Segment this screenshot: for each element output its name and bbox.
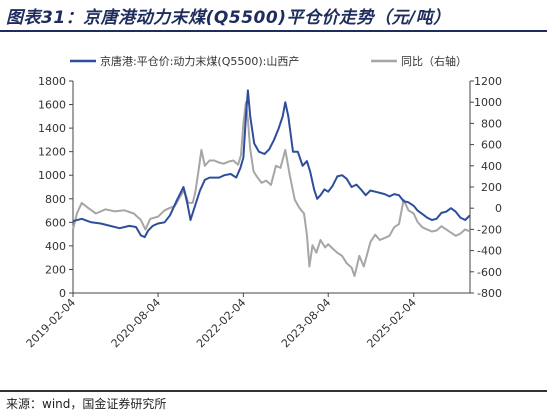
chart-legend: 京唐港:平仓价:动力末煤(Q5500):山西产 同比（右轴）: [70, 54, 467, 68]
x-tick-label: 2020-08-04: [109, 296, 163, 350]
price-series-line: [72, 89, 471, 239]
title-rule: [0, 30, 547, 32]
right-tick-label: 0: [495, 202, 502, 215]
right-tick-label: -800: [477, 287, 502, 300]
right-tick-label: 400: [481, 160, 502, 173]
right-tick-label: 200: [481, 181, 502, 194]
right-tick-label: -400: [477, 245, 502, 258]
left-tick-label: 1000: [38, 169, 66, 182]
left-tick-label: 800: [45, 193, 66, 206]
left-tick-label: 1800: [38, 75, 66, 88]
right-tick-label: 800: [481, 117, 502, 130]
left-tick-label: 1400: [38, 122, 66, 135]
left-tick-label: 400: [45, 240, 66, 253]
right-tick-label: -600: [477, 266, 502, 279]
yoy-series-line: [72, 101, 471, 277]
left-y-axis: 0 200 400 600 800 1000 1200 1400 1600 1800: [38, 75, 74, 300]
source-rule: [0, 390, 547, 392]
x-tick-label: 2025-02-04: [364, 296, 418, 350]
left-tick-label: 0: [59, 287, 66, 300]
x-tick-label: 2022-02-04: [194, 296, 248, 350]
right-tick-label: -200: [477, 223, 502, 236]
x-tick-label: 2019-02-04: [24, 296, 78, 350]
legend-label-yoy: 同比（右轴）: [401, 54, 467, 68]
left-tick-label: 1200: [38, 146, 66, 159]
x-tick-label: 2023-08-04: [279, 296, 333, 350]
source-note: 来源：wind，国金证券研究所: [6, 397, 167, 411]
series-layer: [72, 89, 471, 277]
left-tick-label: 1600: [38, 99, 66, 112]
right-tick-label: 1000: [474, 96, 502, 109]
right-tick-label: 1200: [474, 75, 502, 88]
x-axis: 2019-02-04 2020-08-04 2022-02-04 2023-08-04…: [24, 292, 470, 350]
left-tick-label: 200: [45, 263, 66, 276]
right-tick-label: 600: [481, 139, 502, 152]
right-y-axis: -800 -600 -400 -200 0 200 400 600 800 1000 1200: [469, 75, 502, 300]
left-tick-label: 600: [45, 216, 66, 229]
chart-title: 图表31：京唐港动力末煤(Q5500)平仓价走势（元/吨）: [6, 8, 451, 28]
legend-label-price: 京唐港:平仓价:动力末煤(Q5500):山西产: [100, 54, 299, 68]
